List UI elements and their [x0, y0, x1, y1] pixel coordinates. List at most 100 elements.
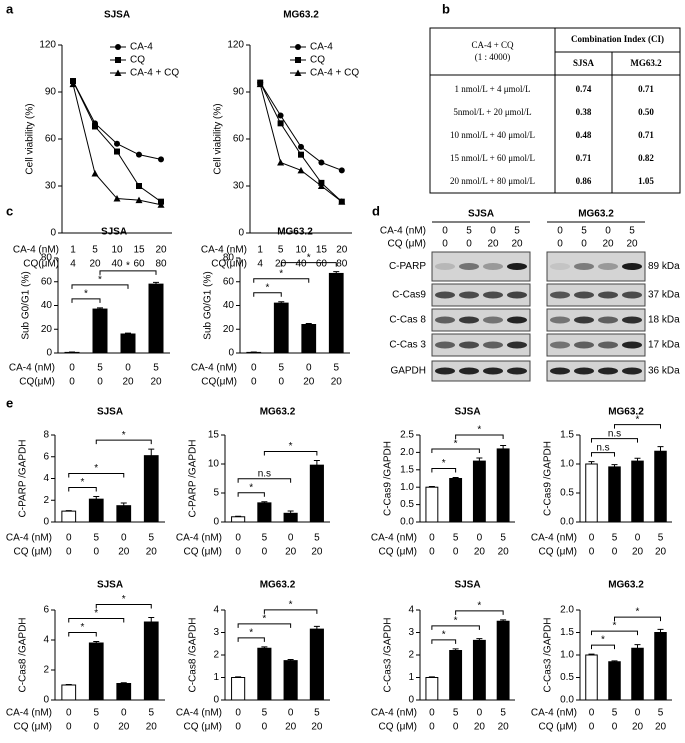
blot-size-label: 89 kDa	[648, 261, 680, 272]
error-bar	[153, 281, 159, 285]
y-tick-label: 2.0	[400, 447, 414, 458]
significance-label: *	[94, 608, 98, 619]
y-tick-label: 0	[46, 348, 52, 359]
y-tick-label: 0	[213, 695, 219, 706]
blot-band	[435, 291, 455, 299]
x-tick-label: 0	[635, 708, 641, 719]
error-bar	[148, 448, 155, 456]
y-tick-label: 1.0	[560, 459, 574, 470]
legend-label: CA-4	[310, 42, 333, 53]
blot-lane-label: 0	[466, 239, 472, 250]
x-tick-label: 0	[235, 722, 241, 733]
x-tick-label: 0	[125, 363, 131, 374]
error-bar	[278, 301, 285, 304]
y-tick-label: 90	[45, 87, 57, 98]
y-tick-label: 0	[43, 517, 49, 528]
x-tick-label: 20	[474, 722, 486, 733]
error-bar	[148, 617, 155, 622]
x-tick-label: 5	[314, 533, 320, 544]
blot-band	[483, 316, 503, 324]
significance-bracket	[614, 616, 661, 622]
y-axis-label: Cell viability (%)	[25, 103, 36, 174]
significance-label: n.s	[258, 468, 271, 479]
x-tick-label: 20	[155, 245, 167, 256]
significance-label: *	[636, 414, 640, 425]
y-tick-label: 15	[208, 430, 220, 441]
x-tick-label: 0	[429, 708, 435, 719]
table-cell: 0.86	[576, 176, 592, 186]
x-tick-label: 0	[589, 708, 595, 719]
blot-row-label: GAPDH	[390, 366, 426, 377]
bar	[631, 647, 644, 701]
bar	[88, 498, 104, 523]
legend-marker	[114, 69, 122, 76]
x-tick-label: 5	[612, 708, 618, 719]
x-row-label: CA-4 (nM)	[531, 533, 577, 544]
x-tick-label: 0	[66, 547, 72, 558]
blot-membrane	[431, 308, 531, 332]
chart-title: SJSA	[104, 10, 130, 21]
x-tick-label: 0	[589, 533, 595, 544]
significance-label: *	[126, 261, 130, 272]
bar	[61, 510, 77, 523]
significance-label: *	[636, 607, 640, 618]
significance-bracket	[95, 439, 152, 445]
blot-band	[459, 341, 479, 349]
x-row-label: CQ(μM)	[201, 377, 237, 388]
blot-band	[622, 291, 642, 299]
x-tick-label: 80	[336, 259, 348, 270]
bar	[116, 683, 132, 701]
significance-label: n.s	[596, 442, 609, 453]
x-tick-label: 10	[295, 245, 307, 256]
x-tick-label: 0	[262, 722, 268, 733]
error-bar	[588, 461, 595, 464]
error-bar	[428, 486, 435, 488]
x-tick-label: 0	[589, 547, 595, 558]
x-tick-label: 0	[635, 533, 641, 544]
x-tick-label: 20	[311, 547, 323, 558]
blot-band	[622, 316, 642, 324]
x-tick-label: 20	[655, 722, 667, 733]
y-tick-label: 1.0	[560, 650, 574, 661]
bar	[309, 628, 324, 701]
significance-bracket	[253, 278, 310, 283]
legend-label: CA-4 + CQ	[310, 68, 359, 79]
y-tick-label: 1	[408, 672, 414, 683]
significance-label: n.s	[608, 428, 621, 439]
significance-bracket	[591, 644, 615, 650]
bar	[92, 308, 108, 354]
y-tick-label: 0	[50, 228, 56, 239]
error-bar	[634, 457, 641, 462]
panel-label: c	[6, 203, 13, 218]
x-tick-label: 20	[303, 377, 315, 388]
blot-lane-label: 5	[629, 226, 635, 237]
x-row-label: CA-4 (nM)	[6, 533, 52, 544]
blot-lane-label: 0	[557, 226, 563, 237]
significance-bracket	[431, 625, 480, 630]
significance-bracket	[68, 618, 125, 623]
x-tick-label: 20	[498, 722, 510, 733]
y-tick-label: 30	[45, 181, 57, 192]
x-tick-label: 5	[333, 363, 339, 374]
x-row-label: CA-4 (nM)	[176, 708, 222, 719]
error-bar	[588, 653, 595, 655]
marker	[297, 166, 305, 174]
error-bar	[120, 682, 127, 684]
x-tick-label: 20	[474, 547, 486, 558]
line	[72, 80, 162, 160]
x-tick-label: 20	[632, 547, 644, 558]
x-tick-label: 15	[133, 245, 145, 256]
error-bar	[452, 476, 459, 479]
x-tick-label: 0	[93, 547, 99, 558]
x-tick-label: 0	[66, 533, 72, 544]
legend-label: CA-4	[130, 42, 153, 53]
x-row-label: CA-4 (nM)	[13, 245, 59, 256]
y-tick-label: 0	[408, 695, 414, 706]
chart-title: SJSA	[97, 407, 123, 418]
y-tick-label: 1.5	[560, 430, 574, 441]
significance-bracket	[455, 610, 504, 615]
y-tick-label: 0	[228, 348, 234, 359]
chart-title: SJSA	[454, 407, 480, 418]
y-tick-label: 80	[223, 253, 235, 264]
blot-band	[507, 291, 527, 299]
